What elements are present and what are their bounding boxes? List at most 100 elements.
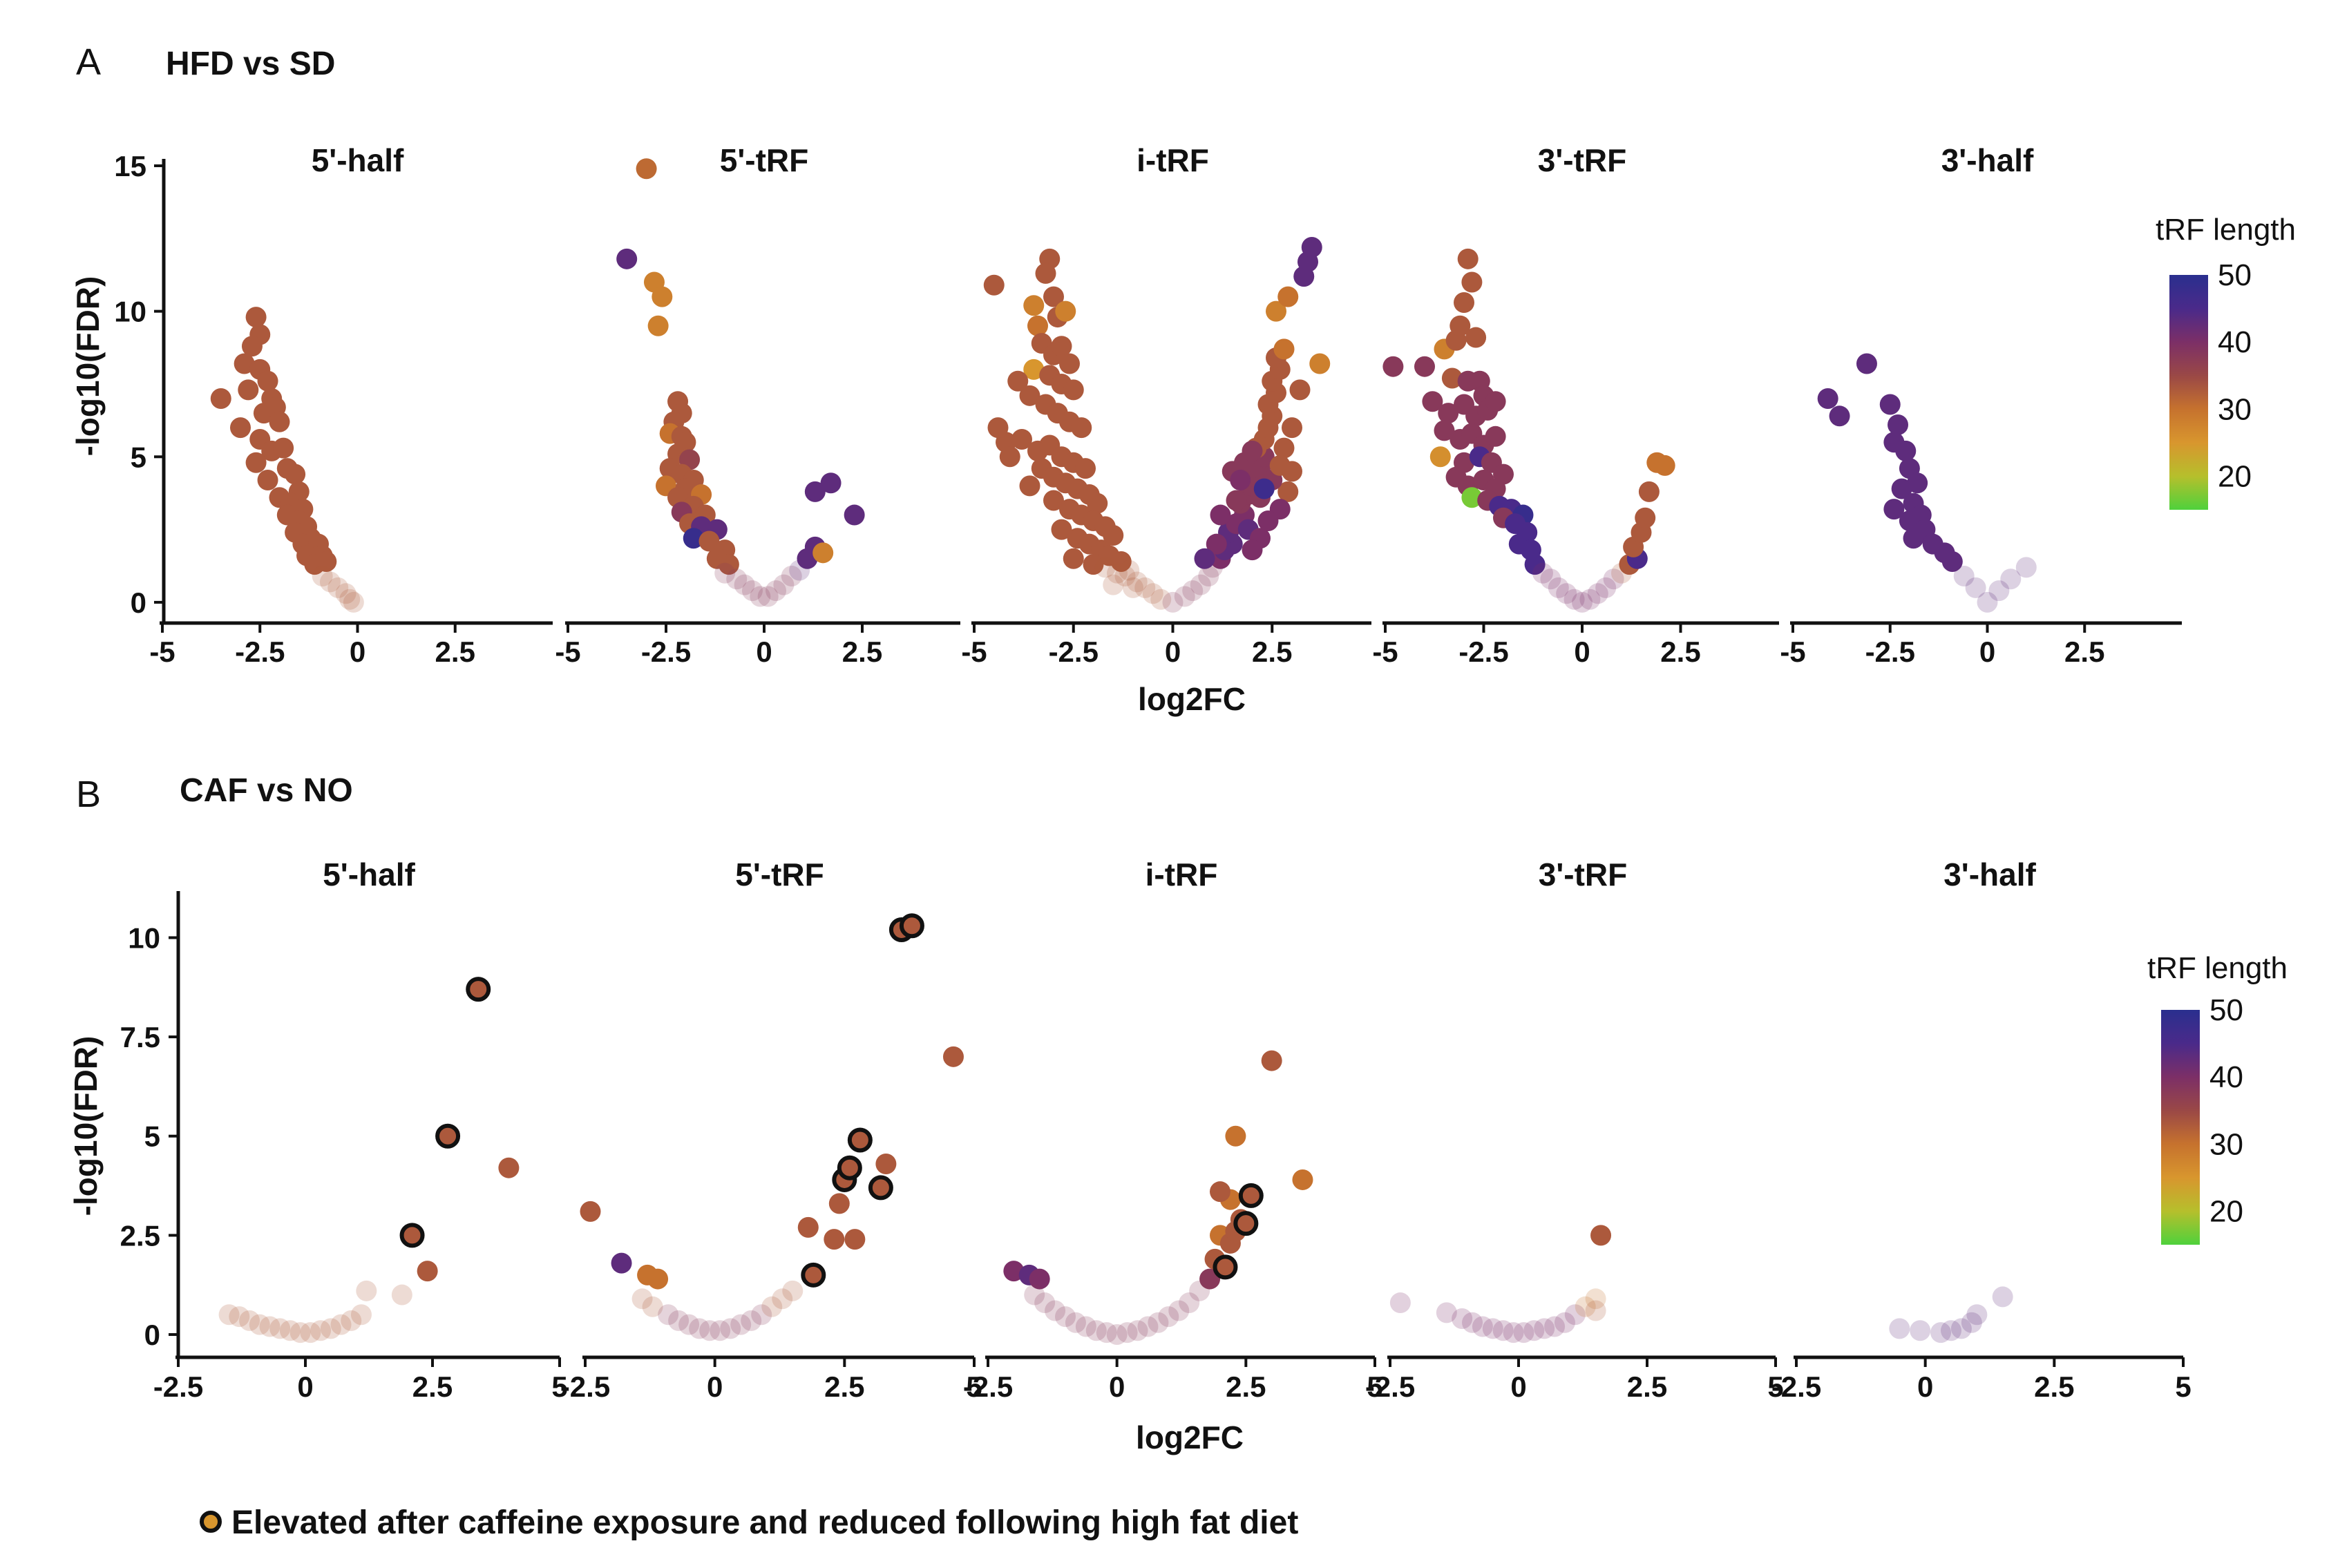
panel-a-data-point bbox=[245, 307, 267, 328]
panel-a-data-point bbox=[312, 566, 333, 587]
panel-b-letter: B bbox=[76, 774, 101, 815]
panel-a-data-point bbox=[1941, 551, 1963, 572]
panel-b-data-point bbox=[580, 1201, 601, 1222]
panel-a-data-point bbox=[1043, 286, 1064, 307]
panel-a-data-point bbox=[1879, 394, 1901, 415]
panel-b-data-point bbox=[1950, 1318, 1972, 1339]
panel-b-data-point bbox=[1225, 1125, 1246, 1147]
panel-b-highlighted-point bbox=[1238, 1183, 1264, 1208]
panel-a-data-point bbox=[1301, 236, 1322, 258]
panel-a-data-point bbox=[1142, 583, 1163, 604]
panel-b-data-point bbox=[1116, 1322, 1138, 1344]
panel-a-x-tick-label: -5 bbox=[1372, 635, 1398, 668]
panel-a-data-point bbox=[1107, 562, 1128, 584]
panel-a-facet: 5'-half -5 -2.5 0 2.5 bbox=[149, 142, 553, 668]
panel-a-ylabel: -log10(FDR) bbox=[70, 276, 106, 457]
panel-a-data-point bbox=[1126, 571, 1148, 593]
panel-b-legend-tick-label: 20 bbox=[2209, 1194, 2243, 1228]
panel-b-highlighted-point bbox=[868, 1175, 893, 1201]
panel-a-data-point bbox=[1454, 292, 1474, 314]
panel-b-data-point bbox=[642, 1296, 663, 1317]
panel-b-data-point bbox=[249, 1314, 270, 1335]
panel-a-data-point bbox=[1273, 437, 1295, 459]
panel-b-facet-title: i-tRF bbox=[1146, 857, 1218, 892]
panel-a-data-point bbox=[750, 586, 771, 607]
panel-a-data-point bbox=[1123, 577, 1143, 598]
panel-b-data-point bbox=[1389, 1292, 1411, 1314]
panel-a-data-point bbox=[1856, 353, 1877, 374]
panel-a-data-point bbox=[1094, 557, 1116, 578]
panel-a-x-tick-label: 2.5 bbox=[2064, 635, 2104, 668]
panel-a-x-tick-label: -2.5 bbox=[641, 635, 691, 668]
panel-b-data-point bbox=[259, 1316, 281, 1337]
panel-b-highlighted-point bbox=[847, 1127, 873, 1153]
panel-a-data-point bbox=[1309, 353, 1331, 374]
panel-a-facet: i-tRF -5 -2.5 0 2.5 bbox=[961, 142, 1371, 668]
panel-a-data-point bbox=[1282, 417, 1302, 439]
panel-b-data-point bbox=[1492, 1320, 1514, 1341]
panel-a-data-point bbox=[1572, 591, 1593, 613]
panel-a-data-point bbox=[1635, 507, 1656, 528]
panel-b-data-point bbox=[289, 1322, 311, 1344]
panel-a-data-point bbox=[241, 336, 263, 357]
panel-a-x-tick-label: 0 bbox=[350, 635, 365, 668]
panel-b-data-point bbox=[751, 1304, 772, 1326]
panel-b-data-point bbox=[782, 1280, 804, 1301]
panel-b-data-point bbox=[942, 1046, 964, 1067]
panel-a-facet: 3'-half -5 -2.5 0 2.5 bbox=[1780, 142, 2182, 668]
panel-a-legend-ticks: 20 30 40 50 bbox=[2218, 258, 2252, 493]
panel-a-data-point bbox=[983, 274, 1005, 296]
panel-b-data-point bbox=[310, 1320, 332, 1341]
panel-a-data-point bbox=[1461, 487, 1483, 508]
panel-a-facet-title: 5'-half bbox=[312, 142, 404, 178]
panel-a-data-point bbox=[1579, 589, 1601, 610]
panel-a-data-point bbox=[1895, 440, 1917, 461]
panel-b-data-point bbox=[1158, 1306, 1179, 1328]
panel-b-x-tick-label: 0 bbox=[1917, 1370, 1933, 1403]
panel-a-data-point bbox=[1532, 562, 1553, 584]
panel-b-x-tick-label: 2.5 bbox=[1627, 1370, 1667, 1403]
panel-b-y-tick-label: 10 bbox=[128, 921, 160, 954]
panel-a-data-point bbox=[683, 528, 704, 549]
panel-b-data-point bbox=[797, 1216, 819, 1238]
panel-a-data-point bbox=[1891, 478, 1912, 499]
panel-b-y-tick-label: 5 bbox=[144, 1120, 160, 1153]
panel-a-data-point bbox=[1134, 577, 1156, 598]
panel-a-color-legend: tRF length 20 30 40 50 bbox=[2156, 213, 2296, 510]
panel-b-data-point bbox=[1482, 1318, 1503, 1339]
panel-b-y-tick-label: 0 bbox=[144, 1319, 160, 1351]
panel-b-data-point bbox=[350, 1304, 372, 1326]
panel-b-data-point bbox=[1261, 1050, 1282, 1071]
panel-b-x-tick-label: -2.5 bbox=[560, 1370, 610, 1403]
panel-a-data-point bbox=[757, 586, 779, 607]
panel-a-x-tick-label: 2.5 bbox=[435, 635, 475, 668]
panel-b-data-point bbox=[1941, 1320, 1961, 1341]
panel-b-data-point bbox=[1085, 1320, 1107, 1341]
panel-a-data-point bbox=[987, 417, 1009, 439]
panel-b-data-point bbox=[710, 1320, 731, 1341]
panel-a-data-point bbox=[319, 571, 341, 593]
panel-b-data-point bbox=[498, 1157, 520, 1178]
panel-a-data-point bbox=[335, 583, 357, 604]
panel-a-data-point bbox=[327, 577, 349, 598]
panel-b-data-point bbox=[1992, 1286, 2013, 1308]
panel-b-data-point bbox=[279, 1320, 301, 1341]
panel-a-data-point bbox=[1965, 577, 1986, 598]
panel-b-data-point bbox=[1575, 1296, 1596, 1317]
panel-b-x-tick-label: 5 bbox=[1767, 1370, 1783, 1403]
panel-a-data-point bbox=[269, 411, 290, 432]
panel-a-data-point bbox=[714, 562, 736, 584]
panel-b-data-point bbox=[1966, 1304, 1988, 1326]
highlight-legend-text: Elevated after caffeine exposure and red… bbox=[231, 1504, 1298, 1541]
panel-a-data-point bbox=[1198, 566, 1219, 587]
panel-a-data-point bbox=[339, 589, 361, 610]
panel-b-x-tick-label: -2.5 bbox=[1771, 1370, 1821, 1403]
panel-a-facet-title: 3'-half bbox=[1941, 142, 2034, 178]
panel-a-data-point bbox=[1457, 248, 1479, 269]
panel-b-x-tick-label: 5 bbox=[1367, 1370, 1382, 1403]
panel-a-y-tick-label: 0 bbox=[131, 586, 146, 619]
panel-b-data-point bbox=[1148, 1312, 1169, 1333]
panel-b-data-point bbox=[1462, 1312, 1483, 1333]
panel-b-data-point bbox=[1029, 1268, 1050, 1290]
